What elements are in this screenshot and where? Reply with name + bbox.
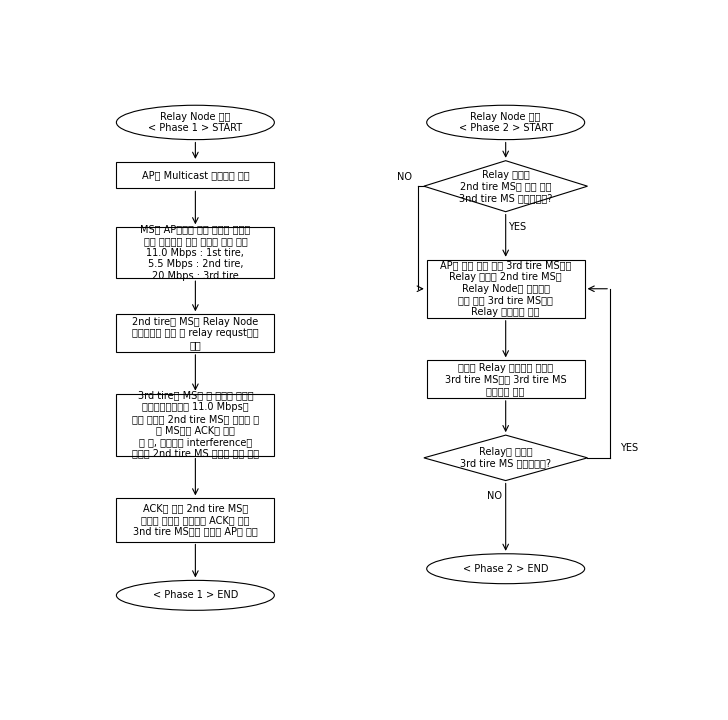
Bar <box>116 228 274 278</box>
Bar <box>116 162 274 189</box>
Text: YES: YES <box>508 222 526 232</box>
Text: MS는 AP로부터 받은 신호의 세기에
따라 자신에게 전송 가능한 속도 결정
11.0 Mbps : 1st tire,
5.5 Mbps : 2nd t: MS는 AP로부터 받은 신호의 세기에 따라 자신에게 전송 가능한 속도 결… <box>141 225 250 281</box>
Text: AP는 가장 많은 수의 3rd tire MS에게
Relay 가능한 2nd tire MS를
Relay Node로 설정하고
이에 속한 3rd tir: AP는 가장 많은 수의 3rd tire MS에게 Relay 가능한 2nd… <box>440 261 571 317</box>
Text: Relay Node 설정
< Phase 1 > START: Relay Node 설정 < Phase 1 > START <box>149 112 242 133</box>
Bar <box>116 498 274 541</box>
Polygon shape <box>424 161 587 212</box>
Text: < Phase 2 > END: < Phase 2 > END <box>463 564 548 574</box>
Bar <box>116 394 274 456</box>
Ellipse shape <box>116 105 274 140</box>
Text: YES: YES <box>620 444 638 454</box>
Text: 2nd tire의 MS는 Relay Node
후보자로서 하나 씩 relay requst신로
발생: 2nd tire의 MS는 Relay Node 후보자로서 하나 씩 rela… <box>132 317 258 350</box>
Ellipse shape <box>427 105 585 140</box>
Bar <box>427 260 585 318</box>
Bar <box>427 360 585 398</box>
Text: Relay Node 설정
< Phase 2 > START: Relay Node 설정 < Phase 2 > START <box>459 112 553 133</box>
Text: NO: NO <box>487 490 502 500</box>
Polygon shape <box>424 435 587 480</box>
Text: 3rd tire의 MS가 이 신호의 세기를
측정하여자신에게 11.0 Mbps로
전송 가능한 2nd tire MS를 결정한 뒤
그 MS에게 ACK: 3rd tire의 MS가 이 신호의 세기를 측정하여자신에게 11.0 Mb… <box>132 390 259 459</box>
Text: 위에서 Relay 그룹으로 설정된
3rd tire MS들을 3rd tire MS
목록에서 삭제: 위에서 Relay 그룹으로 설정된 3rd tire MS들을 3rd tir… <box>445 363 566 396</box>
Text: NO: NO <box>397 172 411 181</box>
Text: < Phase 1 > END: < Phase 1 > END <box>153 590 238 600</box>
Text: ACK를 받은 2nd tire MS는
자신의 정보와 자신에게 ACK를 보낸
3nd tire MS들의 정보를 AP에 전송: ACK를 받은 2nd tire MS는 자신의 정보와 자신에게 ACK를 보… <box>133 503 258 536</box>
Ellipse shape <box>116 580 274 611</box>
Text: Relay 가능한
2nd tire MS와 이에 대한
3nd tire MS 존재하는가?: Relay 가능한 2nd tire MS와 이에 대한 3nd tire MS… <box>459 170 553 203</box>
Ellipse shape <box>427 554 585 584</box>
Text: Relay를 요청한
3rd tire MS 존재하는가?: Relay를 요청한 3rd tire MS 존재하는가? <box>460 447 551 469</box>
Bar <box>116 314 274 352</box>
Text: AP가 Multicast 시작신로 발생: AP가 Multicast 시작신로 발생 <box>141 170 249 180</box>
